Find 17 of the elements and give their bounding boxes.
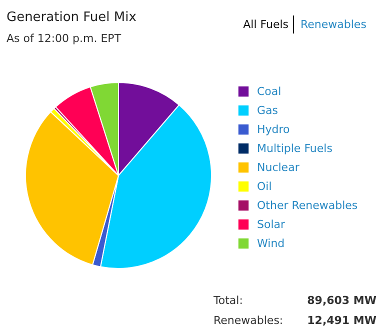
legend-label: Gas (257, 103, 278, 117)
text: Renewables (300, 18, 367, 31)
chart-title: Generation Fuel Mix (6, 10, 137, 25)
legend-label: Solar (257, 217, 286, 231)
legend-label: Coal (257, 84, 282, 98)
text: 12,491 MW (307, 314, 376, 327)
text: All Fuels (243, 18, 289, 31)
legend-label: Nuclear (257, 160, 300, 174)
legend-label: Hydro (257, 122, 290, 136)
chart-subtitle: As of 12:00 p.m. EPT (6, 32, 122, 45)
text: 89,603 MW (307, 294, 376, 307)
legend-label: Wind (257, 236, 285, 250)
legend-label: Other Renewables (257, 198, 358, 212)
legend-label: Oil (257, 179, 273, 193)
legend-label: Multiple Fuels (257, 141, 332, 155)
text: Total: (212, 294, 243, 307)
text: Renewables: (214, 314, 284, 327)
